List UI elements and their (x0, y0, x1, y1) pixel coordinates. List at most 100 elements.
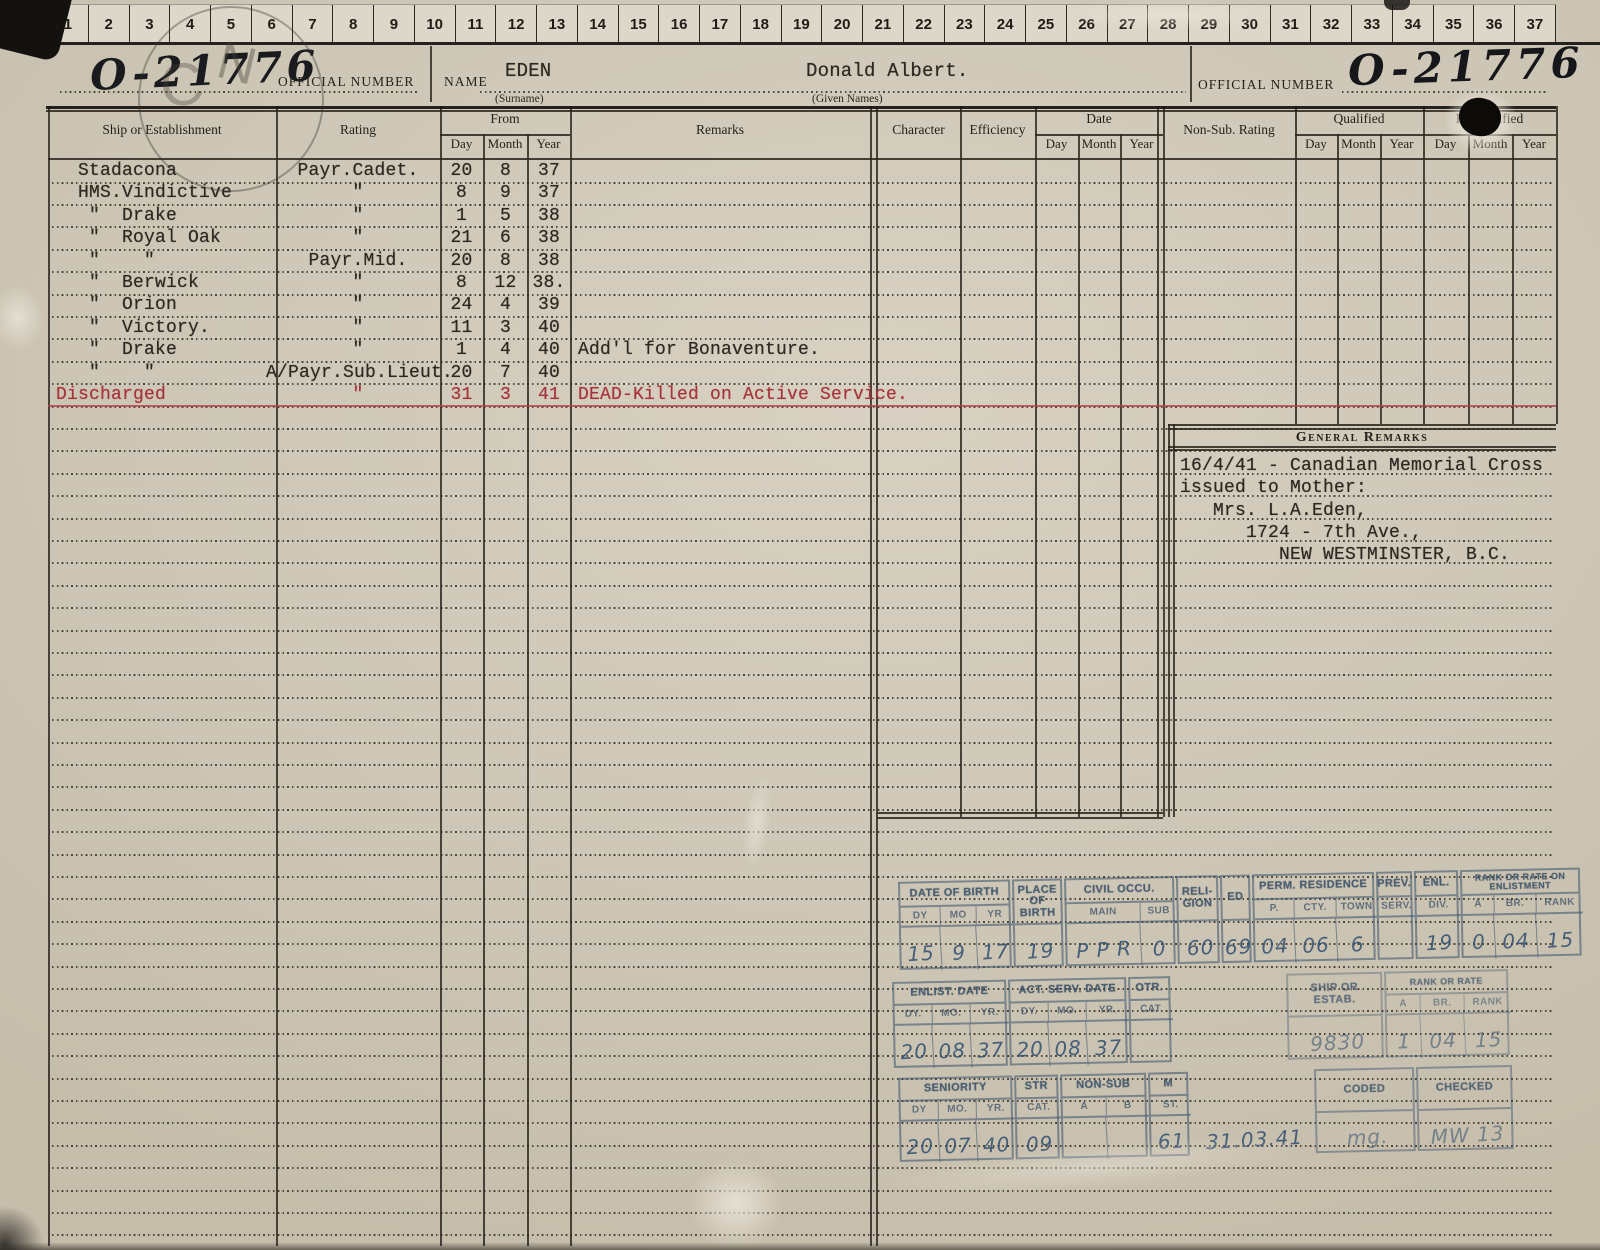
ruler-number: 8 (333, 5, 374, 43)
general-remarks-line: 1724 - 7th Ave., (1180, 522, 1423, 543)
stamp-group: CHECKED MW 13 (1415, 1065, 1514, 1152)
service-row-year-cell: 41 (537, 385, 560, 405)
stamp-group: PERM. RESIDENCE P. CTY. TOWN 04 06 6 (1251, 871, 1377, 966)
stamp-sub-label: CTY. (1294, 898, 1337, 920)
red-discharge-line (48, 405, 1556, 408)
stamp-group: SHIP OR ESTAB. 9830 (1286, 971, 1384, 1060)
stamp-group: STR CAT. 09 (1014, 1074, 1061, 1160)
grid-hline (877, 812, 1163, 814)
stamp-sub-label: YR. (970, 1003, 1009, 1025)
dotted-line (52, 1122, 1552, 1125)
column-header-qualified: Qualified (1333, 111, 1385, 126)
stamp-sub-label: SUB (1140, 902, 1177, 923)
stamp-value: 0 (1152, 936, 1168, 961)
stamp-sub-label: YR. (976, 1099, 1015, 1121)
stamp-sub-label: DY (900, 1101, 940, 1122)
dotted-line (52, 920, 1552, 923)
dotted-line (52, 450, 1552, 453)
service-row-month-cell: 5 (499, 205, 511, 226)
dotted-line (52, 1167, 1552, 1170)
stamp-value: 1 (1386, 1014, 1423, 1061)
ruler-number: 32 (1311, 5, 1352, 43)
column-subheader-day: Day (1305, 136, 1327, 151)
ruler-number: 30 (1230, 5, 1271, 43)
stamp-group: RANK OR RATE A BR. RANK 1 04 15 (1383, 969, 1511, 1061)
stamp-value: 07 (938, 1119, 979, 1164)
grid-vline (440, 106, 442, 1246)
service-row-month-cell: 4 (499, 340, 511, 361)
stamp-value: 9830 (1309, 1029, 1366, 1057)
grid-vline (1078, 134, 1080, 817)
grid-vline (1337, 134, 1339, 424)
stamp-group: ACT. SERV. DATE DY. MO. YR. 20 08 37 (1008, 977, 1129, 1069)
ruler-number: 37 (1515, 5, 1556, 43)
stamp-sub-label: MO. (1048, 1001, 1087, 1023)
stamp-group: 31.03.41 (1190, 1069, 1314, 1156)
service-row-rating-cell: " (352, 205, 364, 226)
dotted-line (52, 427, 1552, 430)
stamp-value: 08 (1048, 1021, 1089, 1068)
stamp-sub-label: P. (1254, 899, 1295, 921)
stamp-sub-label: MO (940, 906, 977, 927)
official-number-label-right: OFFICIAL NUMBER (1198, 77, 1335, 92)
dotted-line (52, 1144, 1552, 1147)
ruler-number: 12 (496, 5, 537, 43)
stamp-value: 04 (1254, 918, 1297, 966)
stamp-group: M ST. 61 (1148, 1071, 1191, 1157)
stamp-value: 08 (932, 1023, 973, 1070)
dotted-line (52, 875, 1552, 878)
general-remarks-line: issued to Mother: (1180, 478, 1368, 499)
column-subheader-year: Year (1389, 136, 1414, 151)
service-row-day-cell: 8 (455, 183, 467, 204)
general-remarks-line: Mrs. L.A.Eden, (1180, 500, 1368, 521)
stamp-value: 15 (1546, 927, 1575, 953)
service-row-day-cell: 21 (450, 228, 473, 249)
dotted-line (52, 315, 1552, 318)
stamp-sub-label: YR (976, 905, 1013, 927)
stamp-sub-label: SERV. (1378, 897, 1415, 918)
circular-stamp (138, 6, 324, 192)
grid-vline (48, 106, 50, 1246)
dotted-line (52, 1055, 1552, 1058)
service-row-remarks-cell: DEAD-Killed on Active Service. (578, 385, 909, 405)
name-surname: EDEN (505, 60, 552, 82)
grid-vline (1173, 424, 1175, 817)
dotted-line (52, 293, 1552, 296)
dotted-line (52, 1010, 1552, 1013)
name-label: NAME (444, 74, 488, 89)
dotted-line (52, 181, 1552, 184)
stamp-value (1130, 1019, 1174, 1065)
stamp-value: 69 (1224, 933, 1253, 960)
stamp-group: ENLIST. DATE DY. MO. YR. 20 08 37 (892, 979, 1009, 1071)
dotted-line (52, 203, 1552, 206)
service-row-day-cell: 8 (455, 273, 467, 293)
column-subheader-year: Year (536, 136, 561, 151)
service-row-ship-cell: Discharged (56, 385, 167, 405)
dotted-line (52, 965, 1552, 968)
stamp-group-title: STR (1016, 1076, 1057, 1100)
service-row-month-cell: 4 (499, 295, 511, 316)
grid-hline (440, 134, 570, 136)
dotted-line (52, 517, 1552, 520)
grid-hline (1168, 424, 1556, 426)
stamp-group: CODED mg. (1314, 1067, 1416, 1154)
ruler-number: 34 (1393, 5, 1434, 43)
dotted-line (52, 898, 1552, 901)
grid-vline (1168, 424, 1170, 817)
stamp-group: OTR. CAT. (1128, 976, 1174, 1065)
grid-hline (1295, 134, 1423, 136)
column-header-character: Character (892, 122, 945, 137)
stamp-value: 9 (940, 925, 979, 972)
ruler-number: 16 (659, 5, 700, 43)
stamp-group: RANK OR RATE ON ENLISTMENT A BR. RANK 0 04 15 (1459, 867, 1583, 961)
dotted-line (52, 539, 1552, 542)
registration-stamp-grid: DATE OF BIRTH DY MO YR 15 9 17 PLACE OF BIRTH 19… (890, 867, 1586, 1182)
stamp-value: 19 (1026, 938, 1055, 964)
general-remarks-line: NEW WESTMINSTER, B.C. (1180, 545, 1511, 566)
service-row-month-cell: 9 (499, 183, 511, 204)
photo-corner-dark (0, 1206, 44, 1250)
stamp-group-title: ENLIST. DATE (894, 981, 1005, 1006)
grid-vline (1157, 106, 1159, 817)
column-header-nonsub: Non-Sub. Rating (1183, 122, 1275, 137)
ruler-number: 22 (904, 5, 945, 43)
